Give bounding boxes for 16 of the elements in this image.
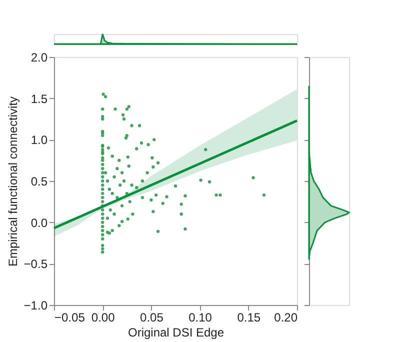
y-axis-title: Empirical functional connectivity [6, 96, 20, 267]
y-tick-label: 1.5 [30, 92, 48, 106]
y-tick-label: 0.0 [30, 216, 48, 230]
x-tick-label: 0.05 [140, 310, 164, 324]
x-tick-label: 0.20 [274, 310, 298, 324]
x-tick-label: 0.00 [91, 310, 116, 324]
y-tick-label: 1.0 [30, 133, 48, 148]
x-tick-label: −0.05 [54, 310, 86, 324]
y-tick-label: 0.5 [30, 174, 48, 188]
y-tick-label: −0.5 [24, 257, 48, 272]
x-tick-label: 0.15 [237, 310, 261, 324]
y-tick-label: −1.0 [24, 298, 48, 312]
line-series [52, 119, 298, 230]
x-tick-label: 0.10 [188, 310, 212, 324]
x-axis-title: Original DSI Edge [128, 326, 224, 340]
y-tick-label: 2.0 [30, 50, 48, 64]
